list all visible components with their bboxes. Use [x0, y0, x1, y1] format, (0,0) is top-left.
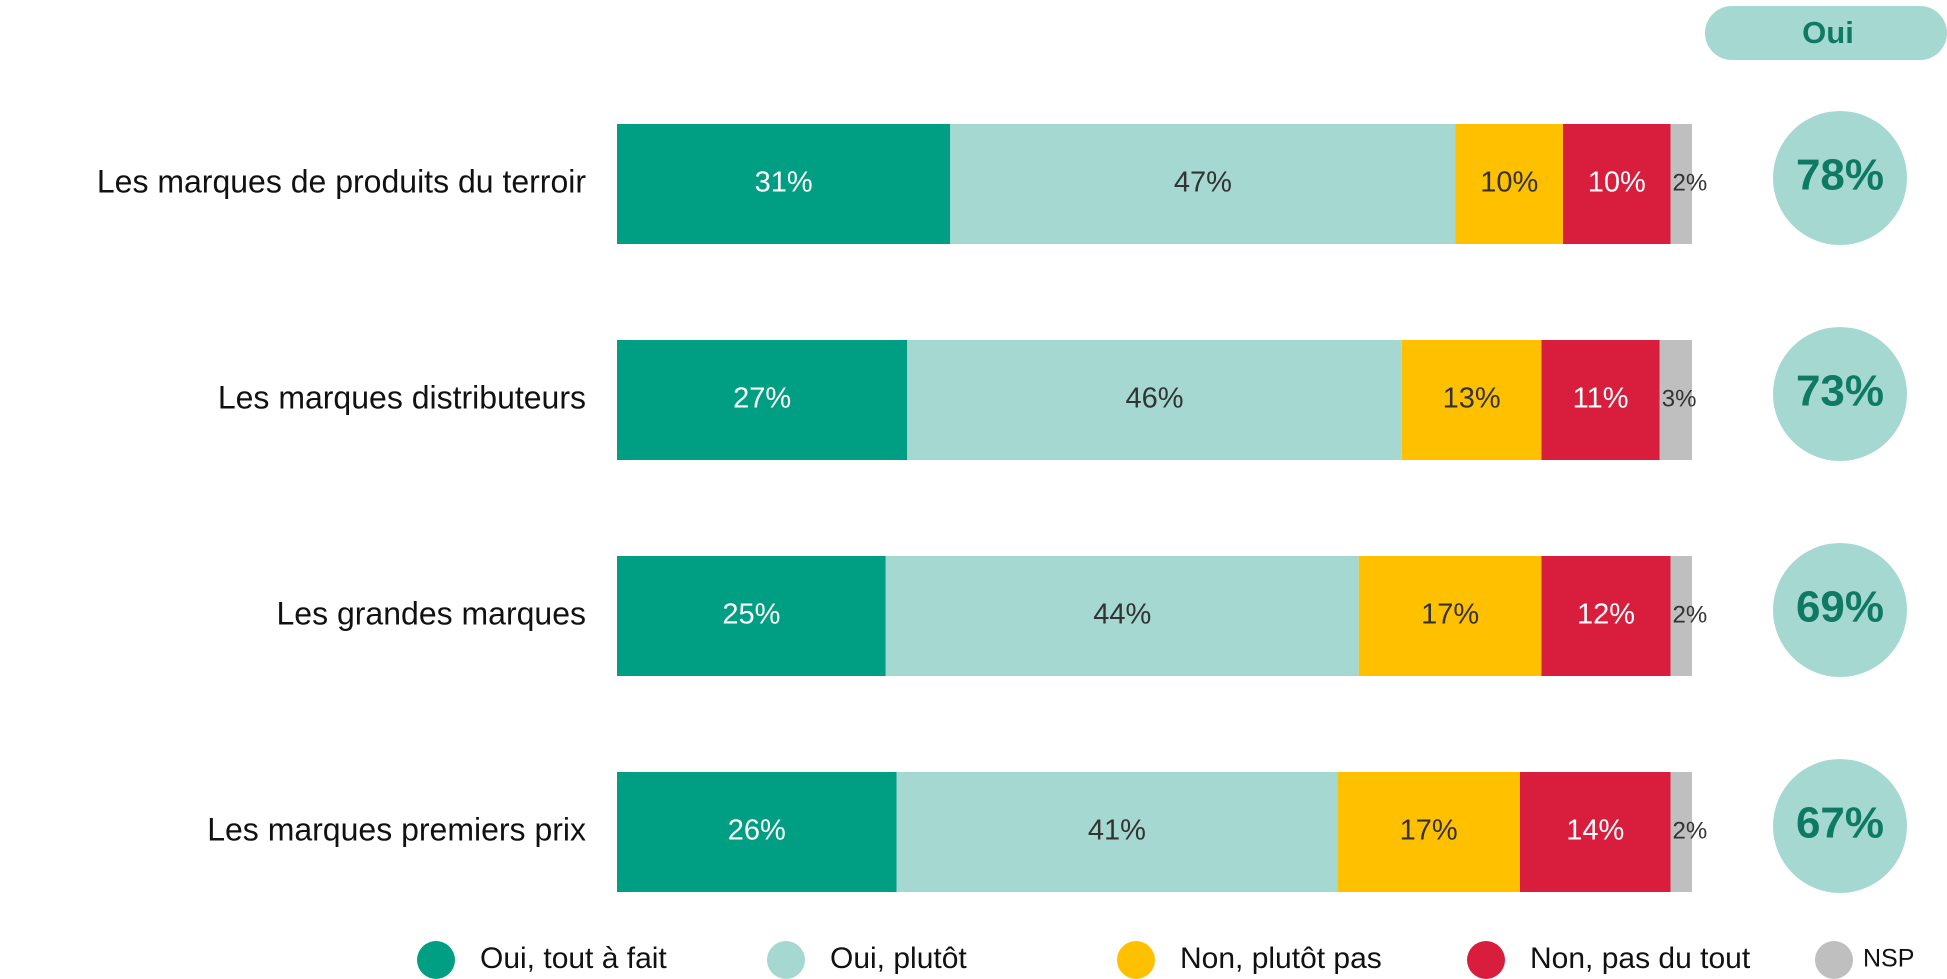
- value-label: 17%: [1421, 599, 1479, 631]
- value-label: 17%: [1400, 815, 1458, 847]
- legend-swatch: [417, 941, 455, 979]
- value-label: 27%: [733, 383, 791, 415]
- category-label: Les marques distributeurs: [218, 379, 586, 415]
- category-label: Les marques de produits du terroir: [97, 163, 586, 199]
- bar-segment: [1401, 340, 1542, 460]
- bar-segment: [1541, 340, 1660, 460]
- bar-segment: [885, 556, 1359, 676]
- legend-swatch: [1117, 941, 1155, 979]
- legend-label: Oui, tout à fait: [480, 942, 667, 975]
- value-label: 26%: [728, 815, 786, 847]
- value-label: 25%: [722, 599, 780, 631]
- total-label: 69%: [1796, 583, 1884, 632]
- value-label: 46%: [1125, 383, 1183, 415]
- value-label: 44%: [1093, 599, 1151, 631]
- category-label: Les grandes marques: [276, 595, 586, 631]
- bar-segment: [1455, 124, 1563, 244]
- total-circle: [1773, 759, 1907, 893]
- bar-segment: [1337, 772, 1520, 892]
- legend-label: NSP: [1863, 945, 1914, 973]
- legend-swatch: [767, 941, 805, 979]
- bar-segment: [1670, 124, 1692, 244]
- value-label: 14%: [1566, 815, 1624, 847]
- bar-segment: [1670, 556, 1692, 676]
- bar-segment: [950, 124, 1456, 244]
- bar-segment: [1358, 556, 1542, 676]
- total-circle: [1773, 111, 1907, 245]
- value-label: 11%: [1573, 383, 1629, 415]
- value-label: 41%: [1088, 815, 1146, 847]
- bar-segment: [617, 124, 951, 244]
- bar-segment: [907, 340, 1402, 460]
- totals-header: Oui: [1802, 15, 1854, 50]
- legend-label: Oui, plutôt: [830, 942, 967, 975]
- bar-segment: [617, 772, 897, 892]
- value-label: 2%: [1673, 169, 1708, 196]
- total-label: 73%: [1796, 367, 1884, 416]
- total-label: 78%: [1796, 151, 1884, 200]
- legend-swatch: [1815, 941, 1853, 979]
- bar-segment: [1659, 340, 1692, 460]
- legend-label: Non, pas du tout: [1530, 942, 1751, 975]
- bar-segment: [1541, 556, 1671, 676]
- value-label: 10%: [1588, 167, 1646, 199]
- category-label: Les marques premiers prix: [207, 811, 586, 847]
- bar-segment: [617, 340, 908, 460]
- value-label: 10%: [1480, 167, 1538, 199]
- value-label: 2%: [1673, 601, 1708, 628]
- value-label: 31%: [755, 167, 813, 199]
- bar-segment: [896, 772, 1338, 892]
- total-circle: [1773, 543, 1907, 677]
- bar-segment: [1563, 124, 1671, 244]
- totals-header-pill: [1705, 6, 1947, 60]
- bar-segment: [1520, 772, 1671, 892]
- value-label: 13%: [1443, 383, 1501, 415]
- bar-segment: [617, 556, 886, 676]
- total-circle: [1773, 327, 1907, 461]
- value-label: 12%: [1577, 599, 1635, 631]
- legend-label: Non, plutôt pas: [1180, 942, 1382, 975]
- value-label: 47%: [1174, 167, 1232, 199]
- bar-segment: [1670, 772, 1692, 892]
- legend-swatch: [1467, 941, 1505, 979]
- value-label: 2%: [1673, 817, 1708, 844]
- total-label: 67%: [1796, 799, 1884, 848]
- value-label: 3%: [1662, 385, 1697, 412]
